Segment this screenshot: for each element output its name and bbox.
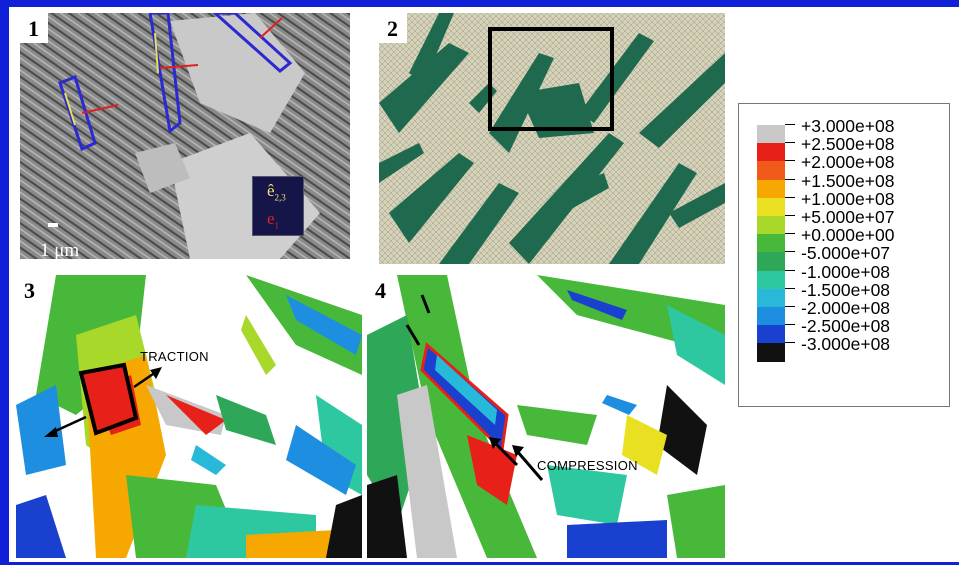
legend-swatch: [757, 325, 785, 344]
legend-entry: +1.500e+08: [757, 171, 942, 198]
legend-tick: [785, 251, 795, 253]
panel-1-micrograph: 1 1 μm ê2,3 e1: [20, 13, 350, 259]
legend-tick: [785, 178, 795, 180]
scale-bar: [48, 223, 58, 227]
legend-value: +1.500e+08: [801, 170, 895, 191]
legend-entry: -5.000e+07: [757, 243, 942, 271]
axis-legend-box: ê2,3 e1: [252, 176, 304, 236]
axis-e23-label: ê2,3: [267, 181, 286, 203]
panel-2-label: 2: [379, 13, 407, 43]
axis-e1-label: e1: [267, 209, 280, 231]
legend-entry: -2.500e+08: [757, 316, 942, 344]
legend-tick: [785, 306, 795, 307]
legend-tick: [785, 124, 795, 125]
legend-entry: +2.500e+08: [757, 134, 942, 162]
legend-value: -3.000e+08: [801, 334, 891, 355]
legend-entry: +5.000e+07: [757, 207, 942, 235]
legend-swatch: [757, 270, 785, 289]
legend-tick: [785, 287, 795, 289]
legend-swatch: [757, 161, 785, 180]
legend-value: -2.500e+08: [801, 316, 891, 337]
legend-entry: -3.000e+08: [757, 334, 942, 362]
traction-annotation: TRACTION: [140, 349, 209, 364]
legend-tick: [785, 269, 795, 271]
panel-4-label: 4: [367, 275, 395, 305]
legend-value: -5.000e+07: [801, 243, 891, 264]
legend-swatch: [757, 143, 785, 162]
legend-entry: +1.000e+08: [757, 189, 942, 216]
legend-entry: -1.500e+08: [757, 280, 942, 307]
stress-colorbar-legend: +3.000e+08 +2.500e+08 +2.000e+08 +1.500e+08…: [738, 103, 950, 407]
legend-tick: [785, 196, 795, 198]
legend-value: +2.500e+08: [801, 134, 895, 155]
legend-swatch: [757, 288, 785, 307]
legend-value: +0.000e+00: [801, 225, 895, 246]
legend-swatch: [757, 307, 785, 326]
legend-swatch: [757, 179, 785, 198]
legend-value: +1.000e+08: [801, 188, 895, 209]
legend-value: -1.000e+08: [801, 261, 891, 282]
legend-tick: [785, 160, 795, 162]
mesh-image: [379, 13, 725, 264]
legend-tick: [785, 324, 795, 326]
legend-entry: +2.000e+08: [757, 152, 942, 180]
panel-4-stress-compression: 4 COMPRESSION: [367, 275, 725, 558]
panel-2-mesh: 2: [379, 13, 725, 264]
scale-bar-label: 1 μm: [40, 240, 80, 259]
legend-value: -2.000e+08: [801, 298, 891, 318]
legend-value: +3.000e+08: [801, 116, 895, 136]
stress-map-3: [16, 275, 362, 558]
legend-swatch: [757, 343, 785, 362]
legend-tick: [785, 233, 795, 235]
legend-tick: [785, 215, 795, 216]
legend-swatch: [757, 252, 785, 271]
legend-value: -1.500e+08: [801, 279, 891, 300]
legend-tick: [785, 142, 795, 144]
legend-value: +2.000e+08: [801, 152, 895, 173]
legend-entry: -1.000e+08: [757, 262, 942, 289]
legend-swatch: [757, 234, 785, 253]
legend-swatch: [757, 197, 785, 216]
legend-tick: [785, 342, 795, 344]
legend-swatch: [757, 125, 785, 144]
stress-map-4: [367, 275, 725, 558]
panel-3-label: 3: [16, 275, 44, 305]
panel-3-stress-traction: 3 TRACTION: [16, 275, 362, 558]
legend-entry: +3.000e+08: [757, 116, 942, 144]
legend-swatch: [757, 216, 785, 235]
panel-1-label: 1: [20, 13, 48, 43]
legend-value: +5.000e+07: [801, 207, 895, 227]
legend-entry: -2.000e+08: [757, 298, 942, 326]
compression-annotation: COMPRESSION: [537, 458, 638, 473]
legend-entry: +0.000e+00: [757, 225, 942, 253]
